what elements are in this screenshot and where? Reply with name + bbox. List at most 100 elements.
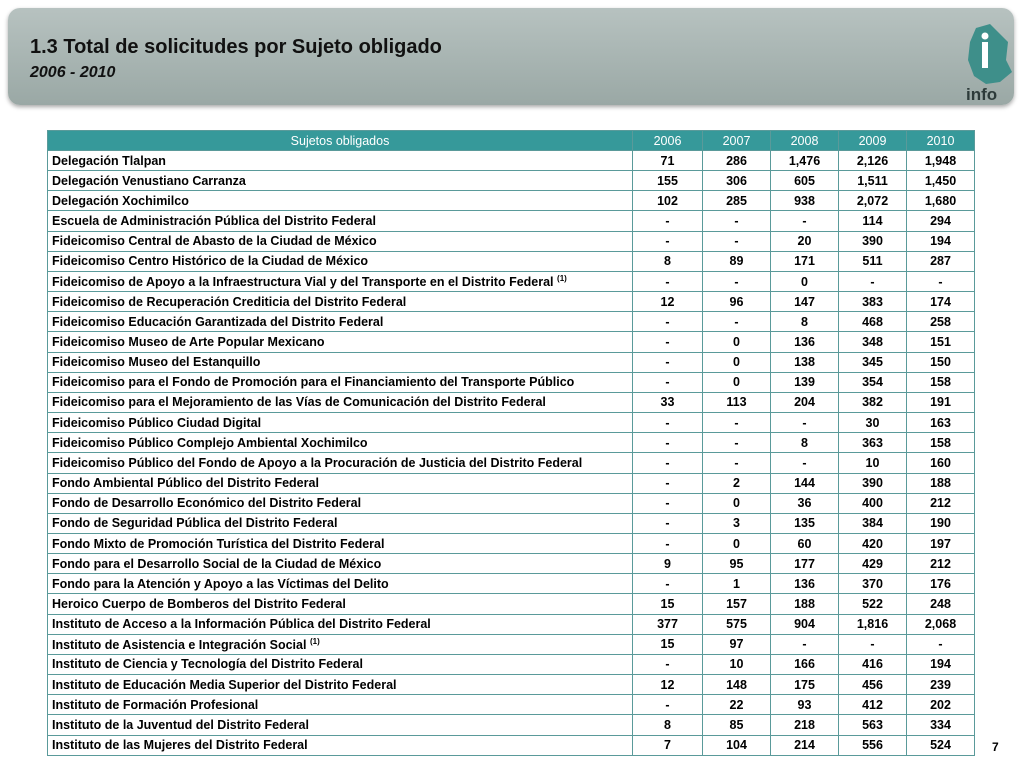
table-row: Instituto de Ciencia y Tecnología del Di… xyxy=(47,653,975,676)
row-name: Delegación Venustiano Carranza xyxy=(52,173,246,188)
cell-value: 158 xyxy=(906,432,975,454)
table-row: Instituto de Asistencia e Integración So… xyxy=(47,633,975,655)
row-label: Instituto de las Mujeres del Distrito Fe… xyxy=(47,734,633,757)
cell-value: 384 xyxy=(838,512,907,534)
row-label: Fideicomiso de Recuperación Crediticia d… xyxy=(47,291,633,313)
row-label: Fideicomiso Público del Fondo de Apoyo a… xyxy=(47,452,633,474)
cell-value: 456 xyxy=(838,674,907,696)
cell-value: 204 xyxy=(770,391,839,414)
table-row: Instituto de Educación Media Superior de… xyxy=(47,674,975,696)
row-name: Instituto de Asistencia e Integración So… xyxy=(52,637,307,652)
cell-value: 294 xyxy=(906,210,975,232)
cell-value: 144 xyxy=(770,472,839,494)
table-row: Fideicomiso Museo del Estanquillo -0 138 34… xyxy=(47,351,975,373)
data-table: Sujetos obligados 2006 2007 2008 2009 2010 De… xyxy=(47,130,975,757)
cell-value: 191 xyxy=(906,391,975,414)
title: 1.3 Total de solicitudes por Sujeto obli… xyxy=(30,36,442,58)
row-label: Fideicomiso Público Complejo Ambiental X… xyxy=(47,432,633,454)
row-name: Instituto de Ciencia y Tecnología del Di… xyxy=(52,657,363,672)
cell-value: - xyxy=(632,412,703,434)
cell-value: - xyxy=(632,694,703,716)
row-name: Instituto de las Mujeres del Distrito Fe… xyxy=(52,738,308,753)
header-banner: 1.3 Total de solicitudes por Sujeto obli… xyxy=(8,8,1014,105)
table-row: Instituto de Formación Profesional -22 93 4… xyxy=(47,694,975,716)
row-label: Fideicomiso de Apoyo a la Infraestructur… xyxy=(47,270,633,293)
cell-value: 382 xyxy=(838,391,907,414)
row-name: Fondo para la Atención y Apoyo a las Víc… xyxy=(52,576,389,591)
table-row: Fideicomiso Público Ciudad Digital - - -30 1… xyxy=(47,412,975,434)
cell-value: - xyxy=(632,452,703,474)
cell-value: 97 xyxy=(702,633,771,655)
cell-value: 363 xyxy=(838,432,907,454)
cell-value: 10 xyxy=(838,452,907,474)
cell-value: 147 xyxy=(770,291,839,313)
cell-value: 0 xyxy=(702,351,771,373)
cell-value: 214 xyxy=(770,734,839,757)
cell-value: - xyxy=(632,351,703,373)
cell-value: 188 xyxy=(906,472,975,494)
row-label: Fideicomiso Centro Histórico de la Ciuda… xyxy=(47,250,633,272)
cell-value: 524 xyxy=(906,734,975,757)
cell-value: 102 xyxy=(632,190,703,212)
table-row: Fideicomiso Centro Histórico de la Ciuda… xyxy=(47,250,975,272)
row-name: Instituto de Acceso a la Información Púb… xyxy=(52,617,431,632)
row-name: Fondo Ambiental Público del Distrito Fed… xyxy=(52,476,319,491)
cell-value: - xyxy=(770,452,839,474)
cell-value: 22 xyxy=(702,694,771,716)
row-name: Fondo para el Desarrollo Social de la Ci… xyxy=(52,556,382,571)
cell-value: 135 xyxy=(770,512,839,534)
cell-value: - xyxy=(632,492,703,514)
cell-value: 202 xyxy=(906,694,975,716)
cell-value: 160 xyxy=(906,452,975,474)
cell-value: - xyxy=(632,573,703,595)
row-name: Instituto de Formación Profesional xyxy=(52,697,259,712)
table-row: Fondo de Seguridad Pública del Distrito … xyxy=(47,512,975,534)
cell-value: 8 xyxy=(632,714,703,736)
cell-value: 104 xyxy=(702,734,771,757)
cell-value: 151 xyxy=(906,331,975,353)
logo-shape xyxy=(968,24,1012,84)
row-name: Fondo Mixto de Promoción Turística del D… xyxy=(52,536,385,551)
cell-value: 194 xyxy=(906,230,975,252)
row-label: Fideicomiso Público Ciudad Digital xyxy=(47,412,633,434)
table-row: Delegación Xochimilco 102 285 938 2,072 1,680 xyxy=(47,190,975,212)
row-name: Fideicomiso Público del Fondo de Apoyo a… xyxy=(52,455,583,470)
cell-value: 12 xyxy=(632,674,703,696)
table-row: Fondo Ambiental Público del Distrito Fed… xyxy=(47,472,975,494)
cell-value: - xyxy=(838,270,907,293)
table-row: Delegación Venustiano Carranza 155 306 605 1… xyxy=(47,170,975,192)
cell-value: 174 xyxy=(906,291,975,313)
cell-value: 904 xyxy=(770,613,839,635)
row-label: Fondo de Seguridad Pública del Distrito … xyxy=(47,512,633,534)
row-label: Delegación Xochimilco xyxy=(47,190,633,212)
table-row: Fideicomiso Educación Garantizada del Di… xyxy=(47,311,975,333)
cell-value: 420 xyxy=(838,532,907,555)
cell-value: 20 xyxy=(770,230,839,252)
cell-value: - xyxy=(702,452,771,474)
header-row: Sujetos obligados 2006 2007 2008 2009 2010 xyxy=(47,130,975,151)
cell-value: 212 xyxy=(906,492,975,514)
cell-value: 15 xyxy=(632,593,703,615)
cell-value: 239 xyxy=(906,674,975,696)
cell-value: 285 xyxy=(702,190,771,212)
cell-value: 468 xyxy=(838,311,907,333)
cell-value: 212 xyxy=(906,553,975,575)
table-row: Fideicomiso Público Complejo Ambiental X… xyxy=(47,432,975,454)
cell-value: 8 xyxy=(770,311,839,333)
cell-value: 383 xyxy=(838,291,907,313)
cell-value: - xyxy=(632,270,703,293)
cell-value: - xyxy=(702,210,771,232)
cell-value: 175 xyxy=(770,674,839,696)
column-header: 2007 xyxy=(702,130,771,151)
cell-value: 10 xyxy=(702,653,771,676)
row-label: Fondo para la Atención y Apoyo a las Víc… xyxy=(47,573,633,595)
cell-value: 30 xyxy=(838,412,907,434)
cell-value: 95 xyxy=(702,553,771,575)
cell-value: 522 xyxy=(838,593,907,615)
row-label: Fideicomiso Educación Garantizada del Di… xyxy=(47,311,633,333)
logo-i xyxy=(982,42,988,68)
table-row: Delegación Tlalpan 71 286 1,476 2,126 1,948 xyxy=(47,149,975,172)
cell-value: - xyxy=(906,633,975,655)
